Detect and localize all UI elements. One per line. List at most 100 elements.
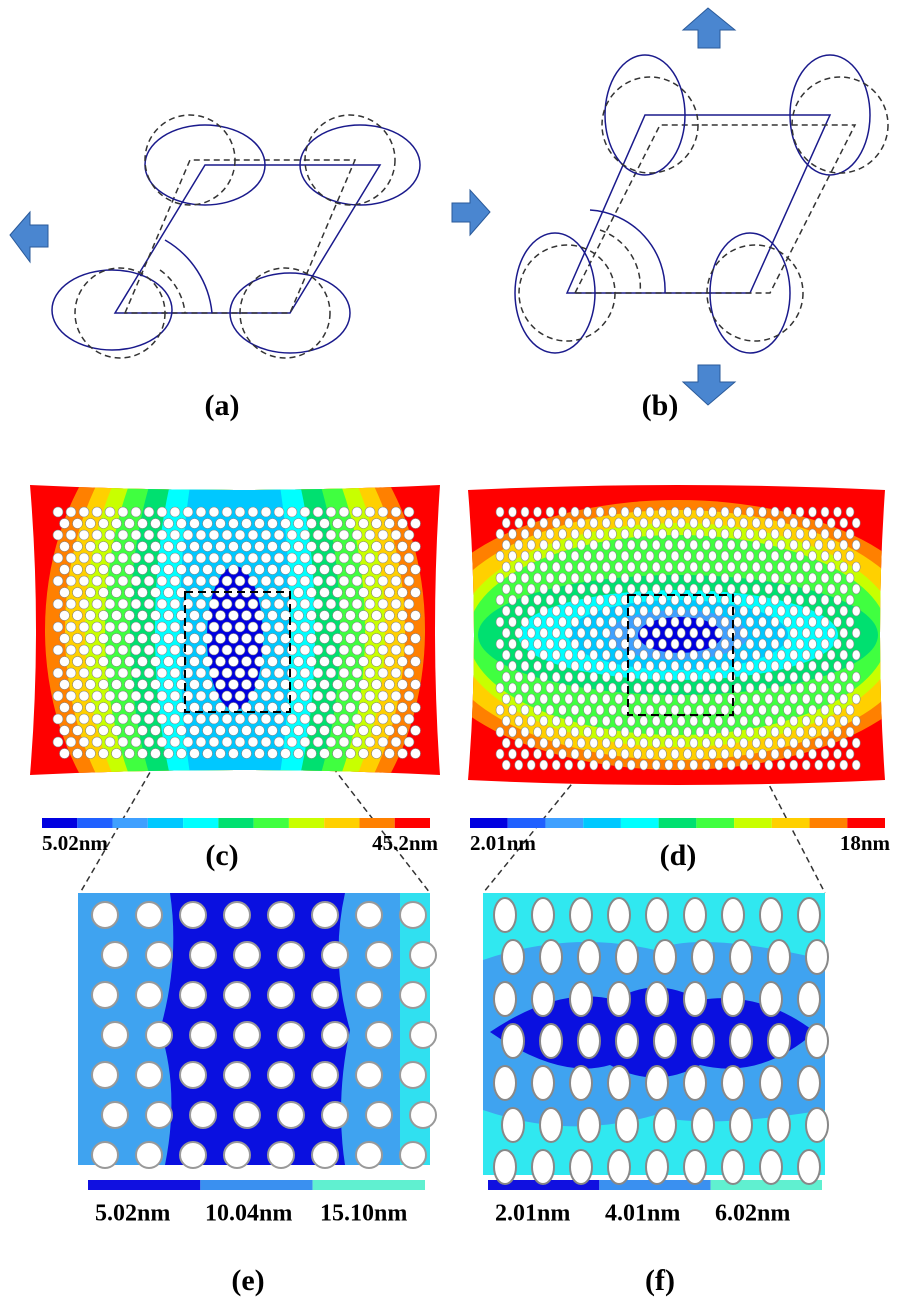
hole bbox=[609, 683, 617, 693]
hole bbox=[131, 576, 141, 586]
hole bbox=[125, 519, 135, 529]
hole bbox=[834, 551, 842, 561]
hole bbox=[144, 668, 154, 678]
hole bbox=[784, 727, 792, 737]
hole bbox=[715, 694, 723, 704]
colorbar-segment bbox=[470, 818, 508, 828]
hole bbox=[702, 760, 710, 770]
hole bbox=[320, 703, 330, 713]
hole bbox=[502, 518, 510, 528]
hole bbox=[765, 518, 773, 528]
hole bbox=[559, 639, 567, 649]
hole bbox=[734, 727, 742, 737]
hole bbox=[734, 529, 742, 539]
hole bbox=[734, 661, 742, 671]
hole bbox=[709, 551, 717, 561]
hole bbox=[320, 726, 330, 736]
hole bbox=[164, 542, 174, 552]
hole bbox=[496, 727, 504, 737]
hole bbox=[616, 1024, 638, 1058]
hole bbox=[684, 551, 692, 561]
hole bbox=[177, 565, 187, 575]
hole bbox=[565, 672, 573, 682]
hole bbox=[502, 694, 510, 704]
hole bbox=[229, 611, 239, 621]
hole bbox=[73, 657, 83, 667]
hole bbox=[727, 672, 735, 682]
hole bbox=[559, 661, 567, 671]
hole bbox=[759, 551, 767, 561]
hole bbox=[515, 562, 523, 572]
hole bbox=[727, 760, 735, 770]
hole bbox=[677, 584, 685, 594]
hole bbox=[702, 606, 710, 616]
hole bbox=[365, 691, 375, 701]
hole bbox=[690, 694, 698, 704]
hole bbox=[320, 588, 330, 598]
hole bbox=[734, 639, 742, 649]
hole bbox=[596, 617, 604, 627]
hole bbox=[359, 703, 369, 713]
hole bbox=[92, 737, 102, 747]
hole bbox=[671, 529, 679, 539]
hole bbox=[709, 683, 717, 693]
hole bbox=[540, 672, 548, 682]
hole bbox=[229, 519, 239, 529]
hole bbox=[765, 716, 773, 726]
hole bbox=[646, 898, 668, 932]
hole bbox=[565, 562, 573, 572]
hole bbox=[242, 726, 252, 736]
hole bbox=[771, 705, 779, 715]
hole bbox=[846, 529, 854, 539]
hole bbox=[840, 540, 848, 550]
hole bbox=[815, 650, 823, 660]
hole bbox=[546, 595, 554, 605]
hole bbox=[196, 553, 206, 563]
hole bbox=[798, 898, 820, 932]
hole bbox=[709, 617, 717, 627]
hole bbox=[577, 738, 585, 748]
hole bbox=[151, 611, 161, 621]
hole bbox=[261, 737, 271, 747]
hole bbox=[796, 573, 804, 583]
hole bbox=[609, 573, 617, 583]
hole bbox=[274, 737, 284, 747]
hole bbox=[118, 668, 128, 678]
hole bbox=[515, 738, 523, 748]
hole bbox=[665, 760, 673, 770]
hole bbox=[627, 760, 635, 770]
hole bbox=[521, 727, 529, 737]
hole bbox=[136, 1142, 162, 1168]
hole bbox=[584, 727, 592, 737]
hole bbox=[131, 507, 141, 517]
hole bbox=[852, 628, 860, 638]
hole bbox=[235, 622, 245, 632]
hole bbox=[659, 529, 667, 539]
hole bbox=[627, 716, 635, 726]
hole bbox=[312, 902, 338, 928]
hole bbox=[53, 691, 63, 701]
hole bbox=[532, 1066, 554, 1100]
hole bbox=[496, 639, 504, 649]
hole bbox=[652, 672, 660, 682]
hole bbox=[615, 518, 623, 528]
hole bbox=[659, 749, 667, 759]
hole bbox=[326, 645, 336, 655]
hole bbox=[777, 540, 785, 550]
hole bbox=[391, 507, 401, 517]
hole bbox=[398, 703, 408, 713]
hole bbox=[571, 727, 579, 737]
hole bbox=[821, 705, 829, 715]
hole bbox=[646, 639, 654, 649]
hole bbox=[242, 611, 252, 621]
hole bbox=[229, 726, 239, 736]
hole bbox=[60, 703, 70, 713]
hole bbox=[798, 1150, 820, 1184]
hole bbox=[66, 622, 76, 632]
hole bbox=[646, 982, 668, 1016]
hole bbox=[352, 507, 362, 517]
hole bbox=[294, 565, 304, 575]
hole bbox=[268, 1062, 294, 1088]
hole bbox=[721, 573, 729, 583]
hole bbox=[313, 576, 323, 586]
